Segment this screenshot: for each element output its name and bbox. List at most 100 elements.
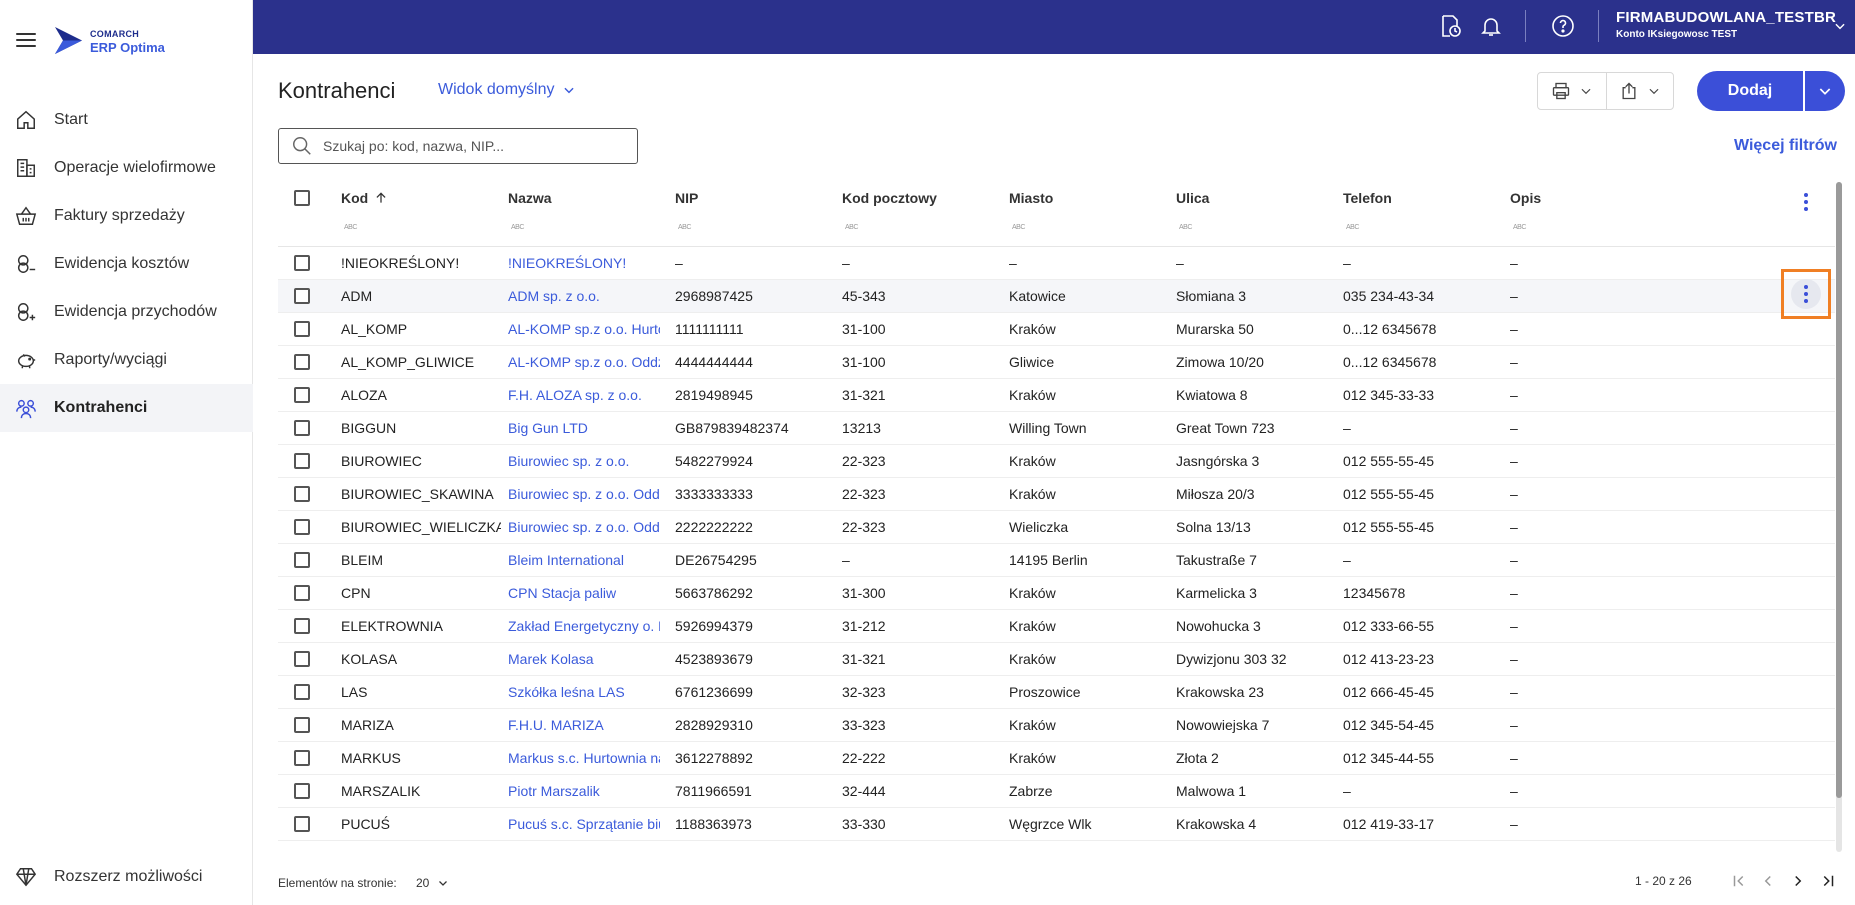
row-checkbox[interactable] [294,321,310,337]
column-header-opis[interactable]: Opis [1510,190,1541,206]
row-checkbox[interactable] [294,486,310,502]
first-page-button[interactable] [1727,869,1751,893]
row-checkbox[interactable] [294,552,310,568]
row-checkbox[interactable] [294,717,310,733]
next-page-button[interactable] [1786,869,1810,893]
sidebar-item-operacje-wielofirmowe[interactable]: Operacje wielofirmowe [0,144,253,192]
table-row[interactable]: !NIEOKREŚLONY! !NIEOKREŚLONY! – – – – – – [278,247,1835,280]
table-row[interactable]: BIUROWIEC_SKAWINA Biurowiec sp. z o.o. Od… [278,478,1835,511]
table-row[interactable]: AL_KOMP_GLIWICE AL-KOMP sp.z o.o. Oddział… [278,346,1835,379]
row-checkbox[interactable] [294,750,310,766]
document-clock-icon[interactable] [1438,14,1462,38]
column-header-nazwa[interactable]: Nazwa [508,190,552,206]
column-filter-icon[interactable]: ABC [1346,224,1359,231]
cell-nazwa[interactable]: Marek Kolasa [508,651,594,667]
cell-nazwa[interactable]: Piotr Marszalik [508,783,600,799]
cell-nazwa[interactable]: !NIEOKREŚLONY! [508,255,627,271]
column-header-kod[interactable]: Kod [341,190,388,206]
bell-icon[interactable] [1479,14,1503,38]
cell-nazwa[interactable]: ADM sp. z o.o. [508,288,600,304]
row-actions-button[interactable] [1791,279,1821,309]
cell-nazwa[interactable]: AL-KOMP sp.z o.o. Oddział [508,354,660,370]
cell-nazwa[interactable]: Pucuś s.c. Sprzątanie biur [508,816,660,832]
print-button[interactable] [1538,73,1606,109]
sidebar-item-ewidencja-kosztow[interactable]: Ewidencja kosztów [0,240,253,288]
column-filter-icon[interactable]: ABC [1012,224,1025,231]
table-row[interactable]: PUCUŚ Pucuś s.c. Sprzątanie biur 118836397… [278,808,1835,841]
company-name[interactable]: FIRMABUDOWLANA_TESTBR [1616,9,1837,26]
cell-nazwa[interactable]: F.H. ALOZA sp. z o.o. [508,387,642,403]
row-checkbox[interactable] [294,288,310,304]
column-filter-icon[interactable]: ABC [1513,224,1526,231]
table-row[interactable]: AL_KOMP AL-KOMP sp.z o.o. Hurtownia 111111… [278,313,1835,346]
column-settings-kebab-icon[interactable] [1794,190,1818,214]
table-row[interactable]: ADM ADM sp. z o.o. 2968987425 45-343 Katowic… [278,269,1835,319]
table-row[interactable]: BLEIM Bleim International DE26754295 – 14195… [278,544,1835,577]
column-header-kod-pocztowy[interactable]: Kod pocztowy [842,190,937,206]
cell-nazwa[interactable]: Zakład Energetyczny o. Kraków [508,618,660,634]
export-button[interactable] [1605,73,1674,109]
row-checkbox[interactable] [294,519,310,535]
table-row[interactable]: MARIZA F.H.U. MARIZA 2828929310 33-323 Krakó… [278,709,1835,742]
sidebar-item-kontrahenci[interactable]: Kontrahenci [0,384,253,432]
cell-nazwa[interactable]: Markus s.c. Hurtownia napojów [508,750,660,766]
column-filter-icon[interactable]: ABC [1179,224,1192,231]
table-row[interactable]: LAS Szkółka leśna LAS 6761236699 32-323 Pros… [278,676,1835,709]
row-checkbox[interactable] [294,684,310,700]
table-row[interactable]: BIUROWIEC Biurowiec sp. z o.o. 5482279924 2… [278,445,1835,478]
row-checkbox[interactable] [294,585,310,601]
sidebar-item-faktury-sprzedazy[interactable]: Faktury sprzedaży [0,192,253,240]
add-dropdown-button[interactable] [1805,71,1845,111]
cell-nazwa[interactable]: Szkółka leśna LAS [508,684,625,700]
menu-icon[interactable] [16,33,36,47]
table-row[interactable]: ALOZA F.H. ALOZA sp. z o.o. 2819498945 31-3… [278,379,1835,412]
column-filter-icon[interactable]: ABC [511,224,524,231]
table-row[interactable]: CPN CPN Stacja paliw 5663786292 31-300 Krakó… [278,577,1835,610]
column-header-nip[interactable]: NIP [675,190,698,206]
row-checkbox[interactable] [294,354,310,370]
select-all-checkbox[interactable] [294,190,310,206]
row-checkbox[interactable] [294,420,310,436]
search-input[interactable] [323,138,623,154]
cell-nazwa[interactable]: Bleim International [508,552,624,568]
more-filters-link[interactable]: Więcej filtrów [1734,137,1837,154]
table-row[interactable]: MARSZALIK Piotr Marszalik 7811966591 32-444… [278,775,1835,808]
row-checkbox[interactable] [294,783,310,799]
row-checkbox[interactable] [294,387,310,403]
user-name[interactable]: Konto IKsiegowosc TEST [1616,29,1738,40]
chevron-down-icon[interactable] [1833,19,1847,33]
cell-nazwa[interactable]: AL-KOMP sp.z o.o. Hurtownia [508,321,660,337]
add-button[interactable]: Dodaj [1697,71,1803,111]
help-icon[interactable] [1551,14,1575,38]
cell-nazwa[interactable]: Biurowiec sp. z o.o. Oddział [508,486,660,502]
row-checkbox[interactable] [294,255,310,271]
column-filter-icon[interactable]: ABC [344,224,357,231]
column-header-telefon[interactable]: Telefon [1343,190,1392,206]
table-row[interactable]: KOLASA Marek Kolasa 4523893679 31-321 Kraków… [278,643,1835,676]
cell-nazwa[interactable]: Biurowiec sp. z o.o. [508,453,630,469]
table-row[interactable]: MARKUS Markus s.c. Hurtownia napojów 36122… [278,742,1835,775]
table-row[interactable]: ELEKTROWNIA Zakład Energetyczny o. Kraków… [278,610,1835,643]
view-select[interactable]: Widok domyślny [438,81,576,99]
column-header-miasto[interactable]: Miasto [1009,190,1053,206]
column-filter-icon[interactable]: ABC [678,224,691,231]
table-row[interactable]: BIUROWIEC_WIELICZKA Biurowiec sp. z o.o. … [278,511,1835,544]
cell-nazwa[interactable]: F.H.U. MARIZA [508,717,604,733]
row-checkbox[interactable] [294,453,310,469]
column-filter-icon[interactable]: ABC [845,224,858,231]
row-checkbox[interactable] [294,618,310,634]
row-checkbox[interactable] [294,816,310,832]
table-scrollbar-thumb[interactable] [1836,182,1842,798]
sidebar-item-raporty-wyciagi[interactable]: Raporty/wyciągi [0,336,253,384]
sidebar-item-rozszerz-mozliwosci[interactable]: Rozszerz możliwości [0,853,253,901]
cell-nazwa[interactable]: Biurowiec sp. z o.o. Oddział [508,519,660,535]
cell-nazwa[interactable]: Big Gun LTD [508,420,588,436]
cell-nazwa[interactable]: CPN Stacja paliw [508,585,617,601]
row-actions-kebab-icon[interactable] [1781,269,1831,319]
row-checkbox[interactable] [294,651,310,667]
previous-page-button[interactable] [1756,869,1780,893]
sidebar-item-start[interactable]: Start [0,96,253,144]
sidebar-item-ewidencja-przychodow[interactable]: Ewidencja przychodów [0,288,253,336]
last-page-button[interactable] [1816,869,1840,893]
table-row[interactable]: BIGGUN Big Gun LTD GB879839482374 13213 Will… [278,412,1835,445]
